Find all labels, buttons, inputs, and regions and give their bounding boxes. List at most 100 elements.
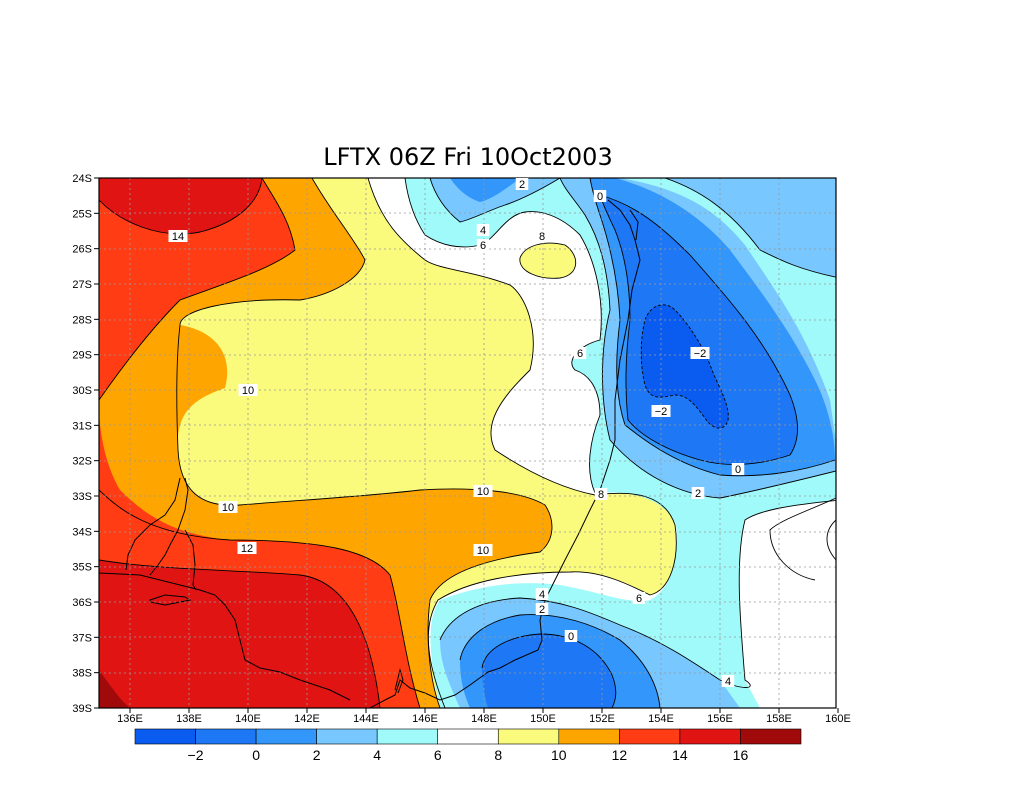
plot-frame (98, 177, 837, 709)
contour-label-bg (573, 347, 587, 359)
contour-label: 6 (480, 240, 486, 252)
colorbar-label: −2 (188, 747, 204, 763)
contour-labels: 14 10 10 12 10 10 2 4 6 8 0 −2 −2 6 0 2 8 6 4 2 0 4 (168, 178, 745, 688)
y-tick-label: 33S (72, 491, 92, 503)
colorbar-label: 16 (733, 747, 749, 763)
colorbar-label: 14 (672, 747, 688, 763)
colorbar-label: 10 (551, 747, 567, 763)
contour-label: 14 (172, 231, 184, 243)
x-tick-label: 136E (117, 713, 143, 725)
band-16-plus (99, 670, 130, 708)
contour-label-bg (535, 588, 549, 600)
contour-label: 10 (477, 545, 489, 557)
x-tick-label: 156E (707, 713, 733, 725)
y-tick-label: 39S (72, 703, 92, 715)
colorbar-swatch (134, 728, 196, 745)
contour-label-bg (473, 485, 493, 497)
colorbar-label: 6 (434, 747, 442, 763)
band-neg2-0 (600, 195, 798, 465)
colorbar-labels: −2 0 2 4 6 8 10 12 14 16 (188, 747, 749, 763)
y-axis-ticks: 24S 25S 26S 27S 28S 29S 30S 31S 32S 33S 34S 35S 36S 3… (72, 173, 99, 715)
contour-label-bg (593, 190, 607, 202)
x-tick-label: 150E (530, 713, 556, 725)
y-tick-label: 24S (72, 173, 92, 185)
band-14-16-north (99, 178, 262, 234)
y-tick-label: 36S (72, 597, 92, 609)
contour-label-bg (691, 487, 705, 499)
x-tick-label: 146E (412, 713, 438, 725)
contour-label: 4 (480, 225, 486, 237)
colorbar-label: 8 (494, 747, 502, 763)
contour-label: 10 (222, 502, 234, 514)
contour-label-bg (237, 542, 257, 554)
contour-label: 6 (636, 593, 642, 605)
x-tick-label: 160E (825, 713, 851, 725)
coastline (99, 199, 641, 708)
x-axis-ticks: 136E 138E 140E 142E 144E 146E 148E 150E 152E 154E… (117, 708, 851, 725)
contour-label-bg (564, 630, 578, 642)
x-tick-label: 152E (589, 713, 615, 725)
colorbar-swatch (558, 728, 620, 745)
contour-label: 2 (519, 179, 525, 191)
contour-label-bg (476, 239, 490, 251)
x-tick-label: 148E (471, 713, 497, 725)
y-tick-label: 35S (72, 562, 92, 574)
x-tick-label: 154E (648, 713, 674, 725)
contour-label-bg (594, 488, 608, 500)
contour-label: 4 (725, 676, 731, 688)
contour-label-bg (515, 178, 529, 190)
colorbar-swatch (619, 728, 681, 745)
y-tick-label: 37S (72, 632, 92, 644)
band-8-10-blob (519, 243, 576, 279)
filled-contours (99, 178, 836, 708)
contour-label-bg (651, 405, 671, 417)
y-tick-label: 30S (72, 385, 92, 397)
colorbar-swatch (437, 728, 499, 745)
y-tick-label: 31S (72, 420, 92, 432)
contour-label-bg (476, 224, 490, 236)
band-neg2-0-south (482, 634, 616, 708)
contour-label: 0 (568, 631, 574, 643)
contour-label: 10 (242, 385, 254, 397)
contour-label-bg (721, 675, 735, 687)
contour-label-bg (168, 230, 188, 242)
colorbar-swatch (376, 728, 439, 745)
y-tick-label: 26S (72, 244, 92, 256)
contour-label: 12 (241, 543, 253, 555)
colorbar-label: 12 (612, 747, 628, 763)
y-tick-label: 32S (72, 456, 92, 468)
contour-label: 4 (539, 589, 545, 601)
y-tick-label: 27S (72, 279, 92, 291)
colorbar-swatch (316, 728, 378, 745)
band-14-16-south (99, 560, 380, 708)
contour-label: −2 (655, 406, 668, 418)
contour-label: 2 (695, 488, 701, 500)
contour-label-bg (632, 592, 646, 604)
colorbar-swatch (497, 728, 560, 745)
x-tick-label: 138E (176, 713, 202, 725)
colorbar-label: 0 (252, 747, 260, 763)
contour-label: 10 (477, 486, 489, 498)
x-tick-label: 140E (235, 713, 261, 725)
y-tick-label: 34S (72, 526, 92, 538)
band-2-4 (440, 178, 836, 278)
band-6-8-east (770, 498, 836, 581)
x-tick-label: 158E (766, 713, 792, 725)
y-tick-label: 38S (72, 668, 92, 680)
contour-label-bg (218, 501, 238, 513)
contour-label-bg (535, 230, 549, 242)
band-0-2-north (450, 178, 520, 202)
y-tick-label: 25S (72, 208, 92, 220)
contour-label-bg (535, 603, 549, 615)
colorbar-label: 2 (313, 747, 321, 763)
colorbar-swatch (740, 728, 802, 745)
grid (99, 178, 836, 708)
contour-label-bg (473, 544, 493, 556)
contour-label: 8 (598, 489, 604, 501)
contour-label-bg (690, 347, 710, 359)
contour-label: 8 (539, 231, 545, 243)
colorbar-swatch (255, 728, 317, 745)
x-tick-label: 142E (294, 713, 320, 725)
colorbar-swatch (195, 728, 257, 745)
